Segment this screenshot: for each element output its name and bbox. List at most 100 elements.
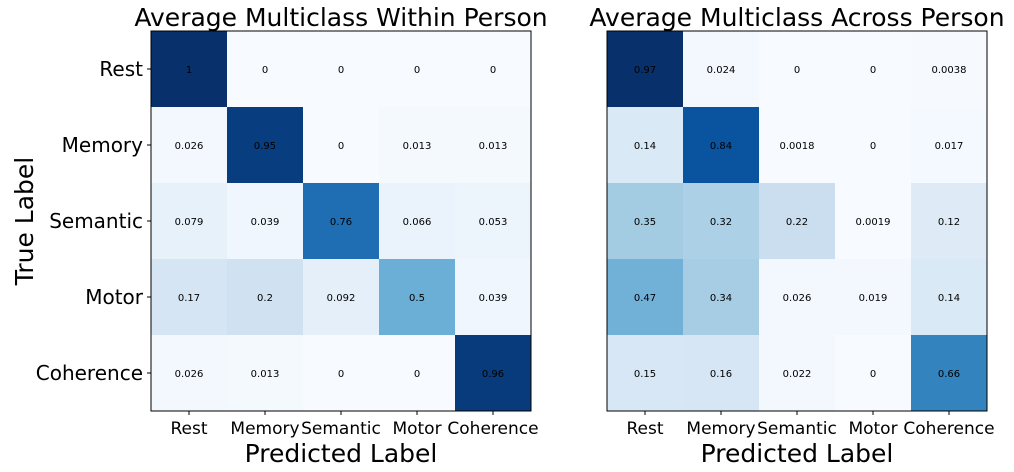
- cell-value-label-within: 0.96: [482, 369, 504, 380]
- cell-value-label-within: 0.2: [257, 293, 273, 304]
- heatmap-cell-across-r4-c1: [683, 335, 759, 411]
- cell-value-label-within: 0: [338, 369, 344, 380]
- x-tick-label-across: Memory: [686, 419, 755, 439]
- x-axis-label-within: Predicted Label: [245, 439, 438, 468]
- y-axis-label-within: True Label: [10, 157, 39, 287]
- heatmap-cell-across-r0-c0: [607, 31, 683, 107]
- cell-value-label-across: 0.0038: [932, 65, 967, 76]
- heatmap-cell-across-r3-c3: [835, 259, 911, 335]
- heatmap-cell-across-r4-c2: [759, 335, 835, 411]
- cell-value-label-across: 0: [870, 369, 876, 380]
- cell-value-label-within: 0: [338, 65, 344, 76]
- cell-value-label-within: 0.026: [175, 141, 204, 152]
- heatmap-cell-across-r2-c4: [911, 183, 987, 259]
- heatmap-cell-within-r2-c0: [151, 183, 227, 259]
- x-tick-label-across: Rest: [626, 419, 663, 439]
- cell-value-label-within: 0.026: [175, 369, 204, 380]
- heatmap-cell-across-r2-c3: [835, 183, 911, 259]
- heatmap-cell-within-r0-c1: [227, 31, 303, 107]
- heatmap-cell-within-r2-c3: [379, 183, 455, 259]
- heatmap-cell-across-r0-c1: [683, 31, 759, 107]
- cell-value-label-across: 0.14: [634, 141, 656, 152]
- heatmap-cell-across-r1-c0: [607, 107, 683, 183]
- cell-value-label-across: 0.34: [710, 293, 732, 304]
- heatmap-cell-across-r3-c4: [911, 259, 987, 335]
- cell-value-label-within: 0.039: [251, 217, 280, 228]
- heatmap-cell-within-r2-c2: [303, 183, 379, 259]
- heatmap-cell-within-r1-c1: [227, 107, 303, 183]
- heatmap-cell-across-r3-c0: [607, 259, 683, 335]
- heatmap-cell-within-r3-c1: [227, 259, 303, 335]
- cell-value-label-within: 0.079: [175, 217, 204, 228]
- cell-value-label-across: 0.35: [634, 217, 656, 228]
- heatmap-cell-within-r4-c1: [227, 335, 303, 411]
- cell-value-label-across: 0.024: [707, 65, 736, 76]
- cell-value-label-within: 0.17: [178, 293, 200, 304]
- cell-value-label-across: 0.84: [710, 141, 732, 152]
- cell-value-label-within: 0: [414, 65, 420, 76]
- x-tick-label-within: Motor: [392, 419, 441, 439]
- heatmap-cell-across-r2-c2: [759, 183, 835, 259]
- x-tick-label-within: Memory: [230, 419, 299, 439]
- y-tick-label-within: Memory: [62, 133, 144, 157]
- cell-value-label-within: 0.039: [479, 293, 508, 304]
- cell-value-label-within: 0.066: [403, 217, 432, 228]
- heatmap-cell-across-r1-c4: [911, 107, 987, 183]
- heatmap-cell-across-r1-c1: [683, 107, 759, 183]
- x-tick-label-within: Semantic: [301, 419, 381, 439]
- heatmap-cell-within-r3-c4: [455, 259, 531, 335]
- cell-value-label-across: 0: [870, 141, 876, 152]
- cell-value-label-across: 0.12: [938, 217, 960, 228]
- heatmap-cell-across-r1-c2: [759, 107, 835, 183]
- heatmap-cell-within-r4-c2: [303, 335, 379, 411]
- cell-value-label-across: 0.0018: [780, 141, 815, 152]
- y-tick-label-within: Motor: [85, 285, 144, 309]
- y-tick-label-within: Coherence: [36, 361, 143, 385]
- heatmap-cell-within-r2-c1: [227, 183, 303, 259]
- cell-value-label-across: 0.026: [783, 293, 812, 304]
- heatmap-cell-across-r2-c1: [683, 183, 759, 259]
- cell-value-label-across: 0.97: [634, 65, 656, 76]
- heatmap-cell-within-r3-c2: [303, 259, 379, 335]
- heatmap-cell-across-r0-c4: [911, 31, 987, 107]
- heatmap-cell-within-r1-c3: [379, 107, 455, 183]
- cell-value-label-across: 0.0019: [856, 217, 891, 228]
- x-tick-label-within: Coherence: [447, 419, 538, 439]
- cell-value-label-within: 0.013: [403, 141, 432, 152]
- cell-value-label-across: 0.017: [935, 141, 964, 152]
- heatmap-cell-across-r3-c1: [683, 259, 759, 335]
- heatmap-cell-across-r4-c3: [835, 335, 911, 411]
- heatmap-cell-within-r0-c2: [303, 31, 379, 107]
- cell-value-label-across: 0.022: [783, 369, 812, 380]
- chart-title-within: Average Multiclass Within Person: [134, 3, 547, 32]
- heatmap-cell-within-r0-c4: [455, 31, 531, 107]
- heatmap-cell-within-r4-c4: [455, 335, 531, 411]
- cell-value-label-across: 0: [870, 65, 876, 76]
- cell-value-label-across: 0.019: [859, 293, 888, 304]
- cell-value-label-across: 0: [794, 65, 800, 76]
- x-axis-label-across: Predicted Label: [701, 439, 894, 468]
- heatmap-cell-within-r0-c3: [379, 31, 455, 107]
- cell-value-label-across: 0.15: [634, 369, 656, 380]
- cell-value-label-across: 0.32: [710, 217, 732, 228]
- heatmap-cell-within-r1-c4: [455, 107, 531, 183]
- heatmap-cell-within-r0-c0: [151, 31, 227, 107]
- x-tick-label-within: Rest: [170, 419, 207, 439]
- cell-value-label-within: 0: [262, 65, 268, 76]
- heatmap-cell-across-r0-c3: [835, 31, 911, 107]
- heatmap-cell-within-r4-c0: [151, 335, 227, 411]
- heatmap-cell-across-r3-c2: [759, 259, 835, 335]
- x-tick-label-across: Motor: [848, 419, 897, 439]
- heatmap-cell-across-r4-c4: [911, 335, 987, 411]
- heatmap-cell-within-r2-c4: [455, 183, 531, 259]
- cell-value-label-within: 0.76: [330, 217, 352, 228]
- heatmap-cell-within-r1-c2: [303, 107, 379, 183]
- cell-value-label-within: 0.053: [479, 217, 508, 228]
- cell-value-label-across: 0.14: [938, 293, 960, 304]
- cell-value-label-within: 0.013: [479, 141, 508, 152]
- cell-value-label-within: 0: [414, 369, 420, 380]
- cell-value-label-across: 0.16: [710, 369, 732, 380]
- heatmap-cell-across-r1-c3: [835, 107, 911, 183]
- cell-value-label-across: 0.47: [634, 293, 656, 304]
- x-tick-label-across: Coherence: [903, 419, 994, 439]
